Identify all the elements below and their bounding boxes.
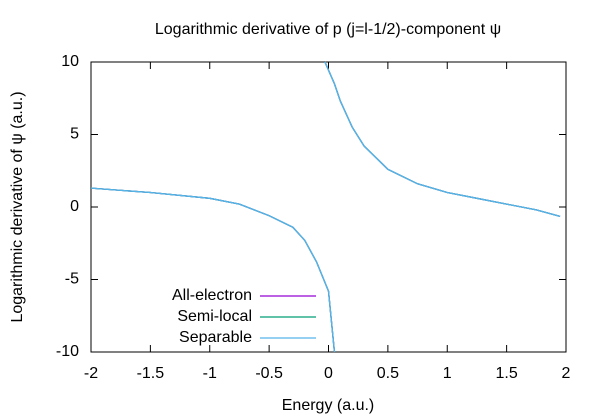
- legend-label: All-electron: [172, 287, 252, 304]
- y-tick-label: 10: [61, 53, 79, 70]
- y-tick-label: -10: [56, 343, 79, 360]
- series-line: [90, 61, 561, 353]
- y-tick-label: 0: [70, 198, 79, 215]
- y-tick-label: 5: [70, 126, 79, 143]
- x-tick-label: -1.5: [137, 365, 165, 382]
- x-tick-label: -0.5: [255, 365, 283, 382]
- x-tick-label: 1.5: [496, 365, 518, 382]
- x-tick-label: -2: [84, 365, 98, 382]
- x-tick-label: 0: [324, 365, 333, 382]
- x-tick-label: 2: [562, 365, 571, 382]
- plot-frame: [90, 61, 567, 353]
- x-axis-label: Energy (a.u.): [282, 397, 374, 414]
- legend-label: Semi-local: [177, 308, 252, 325]
- chart-title: Logarithmic derivative of p (j=l-1/2)-co…: [155, 21, 501, 38]
- y-axis-label: Logarithmic derivative of ψ (a.u.): [9, 91, 26, 322]
- y-tick-label: -5: [65, 271, 79, 288]
- series-line: [90, 61, 561, 353]
- x-tick-label: 1: [443, 365, 452, 382]
- series-line: [90, 61, 561, 353]
- legend-label: Separable: [179, 329, 252, 346]
- x-tick-label: 0.5: [377, 365, 399, 382]
- x-tick-label: -1: [203, 365, 217, 382]
